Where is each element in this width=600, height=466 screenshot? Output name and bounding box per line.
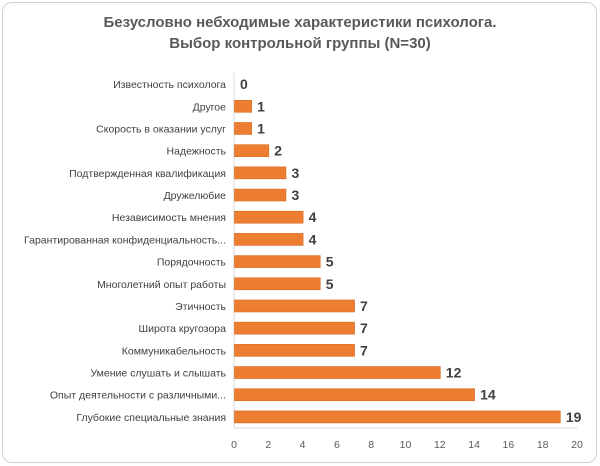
category-label: Другое (193, 101, 227, 113)
x-tick-label: 4 (300, 439, 306, 451)
bar (234, 210, 304, 224)
bar (234, 410, 561, 424)
data-label: 14 (480, 387, 496, 403)
data-label: 5 (326, 254, 334, 270)
data-label: 1 (257, 120, 265, 136)
bar (234, 255, 321, 268)
category-label: Гарантированная конфиденциальность... (24, 234, 226, 246)
chart-subtitle: Выбор контрольной группы (N=30) (169, 35, 431, 52)
data-label: 3 (291, 187, 299, 203)
bar (234, 188, 287, 202)
chart-title: Безусловно небходимые характеристики пси… (103, 14, 497, 31)
category-label: Многолетний опыт работы (97, 279, 226, 291)
category-label: Независимость мнения (112, 212, 226, 224)
data-label: 7 (360, 298, 368, 314)
bar (234, 388, 475, 402)
category-label: Дружелюбие (164, 190, 227, 202)
bar (234, 122, 252, 135)
data-label: 4 (309, 209, 317, 225)
category-label: Опыт деятельности с различными... (50, 390, 226, 402)
x-tick-label: 20 (571, 439, 583, 451)
category-label: Надежность (167, 146, 227, 158)
bar (234, 299, 355, 313)
bar (234, 366, 441, 379)
data-label: 7 (360, 320, 368, 336)
bar (234, 344, 355, 357)
x-tick-label: 10 (400, 439, 412, 451)
x-tick-label: 16 (503, 439, 515, 451)
category-label: Коммуникабельность (122, 345, 227, 357)
bar (234, 233, 304, 246)
data-label: 1 (257, 98, 265, 114)
category-label: Широта кругозора (139, 323, 227, 335)
data-label: 7 (360, 342, 368, 358)
bar (234, 166, 287, 180)
bar (234, 144, 270, 157)
data-label: 3 (291, 165, 299, 181)
category-label: Глубокие специальные знания (76, 412, 226, 424)
category-label: Подтвержденная квалификация (69, 168, 226, 180)
x-tick-label: 6 (334, 439, 340, 451)
data-label: 19 (566, 409, 582, 425)
x-tick-label: 0 (231, 439, 237, 451)
bar (234, 321, 355, 335)
x-tick-label: 12 (434, 439, 446, 451)
x-tick-label: 14 (468, 439, 480, 451)
data-label: 4 (309, 231, 317, 247)
bar (234, 99, 252, 113)
category-label: Этичность (175, 301, 226, 313)
x-tick-label: 18 (537, 439, 549, 451)
bar (234, 277, 321, 291)
category-label: Умение слушать и слышать (90, 368, 226, 380)
data-label: 2 (274, 143, 282, 159)
data-label: 0 (240, 76, 248, 92)
data-label: 12 (446, 365, 462, 381)
category-label: Порядочность (157, 257, 227, 269)
x-tick-label: 2 (265, 439, 271, 451)
x-tick-label: 8 (368, 439, 374, 451)
category-label: Известность психолога (113, 79, 226, 91)
chart-title-block: Безусловно небходимые характеристики пси… (0, 12, 600, 54)
data-label: 5 (326, 276, 334, 292)
category-label: Скорость в оказании услуг (96, 123, 226, 135)
